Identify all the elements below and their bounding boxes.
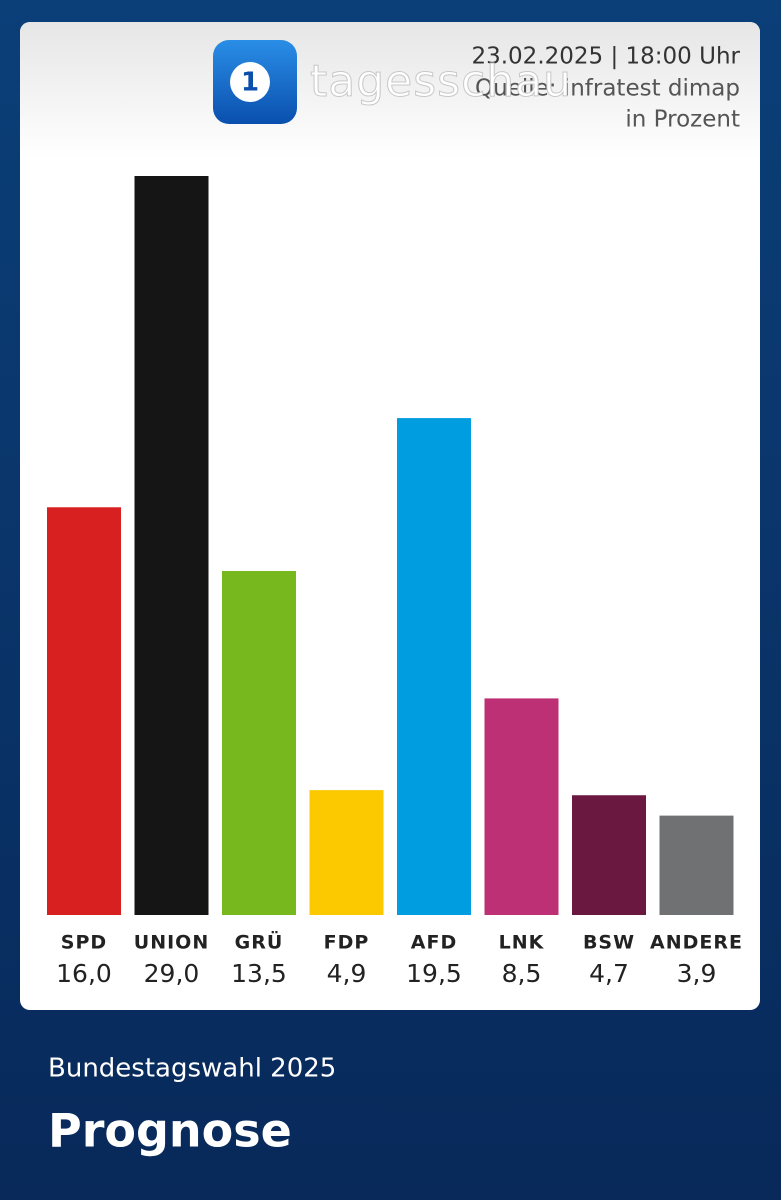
category-label: UNION [134,932,209,954]
category-label: AFD [411,932,457,954]
bar [47,507,121,915]
card [20,22,760,1010]
category-label: LNK [499,932,545,954]
category-label: FDP [324,932,370,954]
category-label: SPD [61,932,107,954]
bar [397,418,471,915]
bar [484,698,559,915]
category-label: ANDERE [650,932,743,954]
title: Prognose [48,1104,292,1158]
logo-circle [230,62,270,102]
bar [309,790,384,915]
category-label: GRÜ [235,930,284,954]
date: 23.02.2025 | 18:00 Uhr [471,44,740,70]
logo-text: tagesschau [310,56,572,107]
source: Quelle: infratest dimap [475,76,740,102]
bar [659,815,734,915]
value-label: 4,7 [589,959,629,988]
value-label: 19,5 [406,959,462,988]
value-label: 16,0 [56,959,112,988]
card-header [20,22,760,160]
logo-mark: 1 [241,68,259,98]
value-label: 4,9 [327,959,367,988]
unit: in Prozent [625,107,740,133]
bar [222,570,296,915]
subtitle: Bundestagswahl 2025 [48,1054,336,1084]
value-label: 29,0 [144,959,200,988]
value-label: 13,5 [231,959,287,988]
category-label: BSW [583,932,635,954]
value-label: 8,5 [502,959,542,988]
value-label: 3,9 [677,959,717,988]
bar [572,795,646,915]
bar [134,176,209,915]
